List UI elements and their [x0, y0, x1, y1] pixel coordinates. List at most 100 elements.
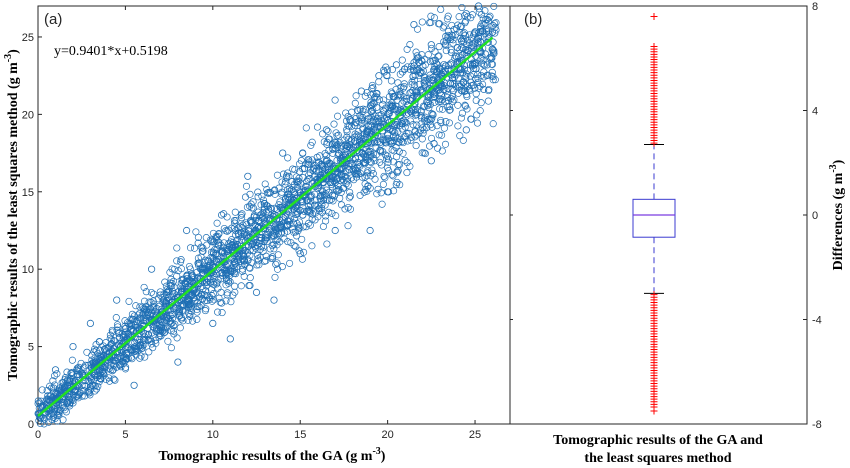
- scatter-point: [420, 79, 428, 87]
- scatter-point: [360, 188, 368, 196]
- scatter-point: [368, 81, 376, 89]
- scatter-point: [183, 274, 191, 283]
- scatter-point: [284, 238, 292, 246]
- scatter-point: [425, 74, 433, 82]
- scatter-point: [220, 224, 228, 233]
- scatter-point: [110, 337, 118, 345]
- scatter-point: [142, 288, 150, 296]
- scatter-point: [425, 99, 433, 107]
- scatter-point: [411, 71, 419, 79]
- scatter-point: [379, 118, 387, 126]
- scatter-point: [400, 93, 408, 101]
- y-tick-label: 15: [22, 187, 34, 199]
- scatter-point: [477, 99, 485, 107]
- scatter-point: [139, 329, 147, 337]
- scatter-point: [251, 216, 259, 224]
- scatter-point: [475, 8, 483, 16]
- scatter-point: [333, 143, 341, 151]
- scatter-point: [80, 363, 88, 371]
- scatter-point: [321, 149, 329, 158]
- scatter-point: [42, 404, 51, 412]
- fit-line: [37, 36, 494, 417]
- scatter-point: [491, 76, 499, 84]
- y-tick-label: 0: [28, 419, 34, 431]
- scatter-point: [348, 159, 356, 168]
- scatter-point: [342, 117, 351, 125]
- scatter-point: [409, 72, 417, 80]
- scatter-point: [298, 235, 306, 243]
- scatter-point: [63, 368, 71, 376]
- scatter-point: [222, 297, 230, 305]
- y-axis-title-b: Differences (g m-3): [828, 159, 846, 270]
- scatter-point: [174, 288, 182, 296]
- scatter-point: [164, 337, 172, 345]
- scatter-point: [198, 268, 207, 276]
- scatter-point: [431, 82, 440, 90]
- scatter-point: [274, 251, 282, 259]
- scatter-point: [263, 238, 271, 246]
- scatter-point: [177, 258, 185, 266]
- scatter-point: [392, 61, 400, 69]
- scatter-point: [106, 334, 114, 342]
- y-tick-label-right: 4: [812, 106, 818, 118]
- scatter-point: [34, 397, 42, 405]
- scatter-point: [351, 169, 359, 177]
- scatter-point: [342, 180, 350, 188]
- scatter-point: [479, 56, 487, 64]
- scatter-point: [384, 158, 392, 166]
- x-axis-ticks: 0 5 10 15 20 25: [35, 6, 481, 441]
- scatter-point: [390, 187, 398, 195]
- scatter-point: [166, 279, 174, 287]
- y-tick-label: 20: [22, 109, 34, 121]
- scatter-point: [331, 96, 339, 104]
- scatter-point: [417, 107, 425, 115]
- scatter-point: [179, 317, 187, 325]
- scatter-point: [81, 361, 90, 369]
- scatter-point: [183, 277, 191, 285]
- scatter-point: [353, 146, 361, 155]
- scatter-point: [299, 223, 307, 231]
- scatter-point: [215, 294, 223, 302]
- scatter-point: [374, 115, 382, 123]
- scatter-point: [398, 138, 406, 146]
- scatter-point: [266, 245, 274, 253]
- scatter-point: [192, 228, 200, 236]
- scatter-point: [259, 196, 268, 204]
- scatter-point: [423, 98, 431, 106]
- scatter-point: [225, 265, 233, 273]
- scatter-point: [289, 219, 297, 227]
- scatter-point: [208, 262, 216, 270]
- scatter-point: [304, 187, 312, 195]
- scatter-point: [277, 190, 286, 198]
- scatter-point: [248, 240, 256, 249]
- scatter-point: [249, 240, 257, 248]
- scatter-point: [476, 107, 484, 115]
- scatter-point: [198, 291, 206, 299]
- scatter-point: [96, 369, 104, 378]
- scatter-point: [377, 111, 385, 119]
- scatter-point: [256, 253, 264, 261]
- scatter-point: [420, 115, 429, 123]
- scatter-point: [390, 137, 398, 145]
- scatter-point: [284, 222, 292, 230]
- scatter-point: [102, 375, 110, 384]
- scatter-point: [359, 126, 367, 134]
- scatter-point: [193, 305, 201, 314]
- y-tick-label: 10: [22, 264, 34, 276]
- scatter-point: [141, 353, 149, 361]
- scatter-point: [194, 239, 202, 247]
- scatter-point: [322, 217, 330, 225]
- scatter-point: [449, 39, 457, 47]
- scatter-point: [302, 124, 310, 132]
- scatter-point: [346, 205, 355, 213]
- scatter-point: [489, 46, 497, 54]
- scatter-point: [127, 353, 135, 361]
- scatter-point: [403, 158, 411, 167]
- scatter-point: [408, 109, 416, 117]
- scatter-point: [361, 173, 369, 181]
- scatter-point: [462, 70, 470, 78]
- scatter-point: [186, 265, 194, 273]
- scatter-point: [481, 7, 489, 15]
- scatter-point: [380, 66, 388, 74]
- scatter-point: [313, 153, 321, 161]
